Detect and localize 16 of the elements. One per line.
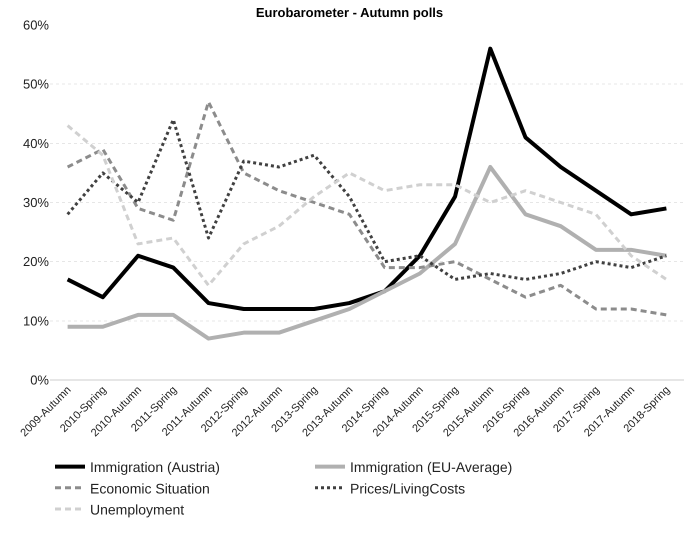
y-tick-label: 40%: [22, 136, 50, 151]
y-tick-label: 0%: [30, 372, 50, 388]
y-tick-label: 10%: [22, 313, 50, 328]
legend-label: Immigration (EU-Average): [350, 459, 512, 476]
legend-label: Prices/LivingCosts: [350, 480, 466, 496]
line-series: [66, 165, 668, 341]
line-series: [66, 100, 668, 316]
y-tick-label: 50%: [22, 76, 50, 92]
legend-label: Immigration (Austria): [90, 459, 220, 476]
y-tick-label: 30%: [22, 195, 50, 210]
chart-title: Eurobarometer - Autumn polls: [256, 5, 444, 20]
y-tick-label: 20%: [22, 254, 50, 270]
line-series: [66, 46, 668, 311]
y-tick-label: 60%: [22, 18, 50, 33]
legend-label: Unemployment: [90, 501, 184, 518]
legend-label: Economic Situation: [90, 480, 210, 496]
